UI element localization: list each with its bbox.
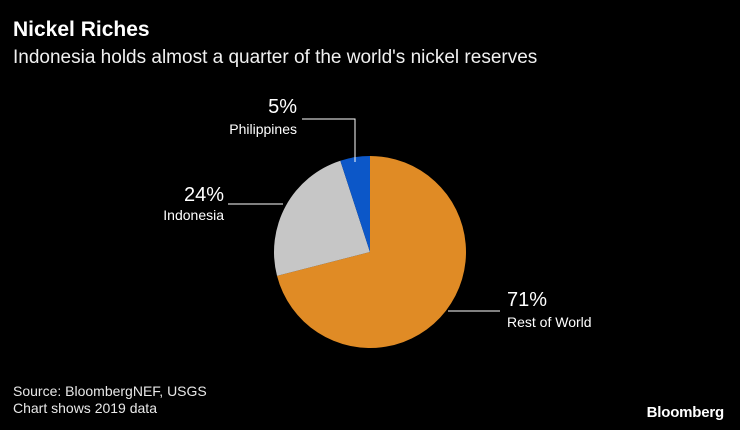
pie-slice-indonesia bbox=[274, 160, 370, 276]
source-note: Source: BloombergNEF, USGS Chart shows 2… bbox=[13, 383, 207, 417]
chart-subtitle: Indonesia holds almost a quarter of the … bbox=[13, 47, 538, 68]
category-label-rest-of-world: Rest of World bbox=[507, 314, 592, 330]
value-label-indonesia: 24% bbox=[184, 184, 224, 206]
chart-title: Nickel Riches bbox=[13, 18, 150, 41]
source-text: Source: BloombergNEF, USGS bbox=[13, 383, 207, 399]
data-year-note: Chart shows 2019 data bbox=[13, 400, 157, 416]
category-label-indonesia: Indonesia bbox=[163, 207, 224, 223]
leader-line-philippines bbox=[302, 118, 356, 162]
value-label-rest-of-world: 71% bbox=[507, 289, 547, 311]
value-label-philippines: 5% bbox=[268, 96, 297, 118]
pie-slice-rest-of-world bbox=[277, 156, 466, 348]
pie-slice-philippines bbox=[340, 156, 370, 252]
category-label-philippines: Philippines bbox=[229, 121, 297, 137]
bloomberg-logo: Bloomberg bbox=[646, 404, 725, 421]
